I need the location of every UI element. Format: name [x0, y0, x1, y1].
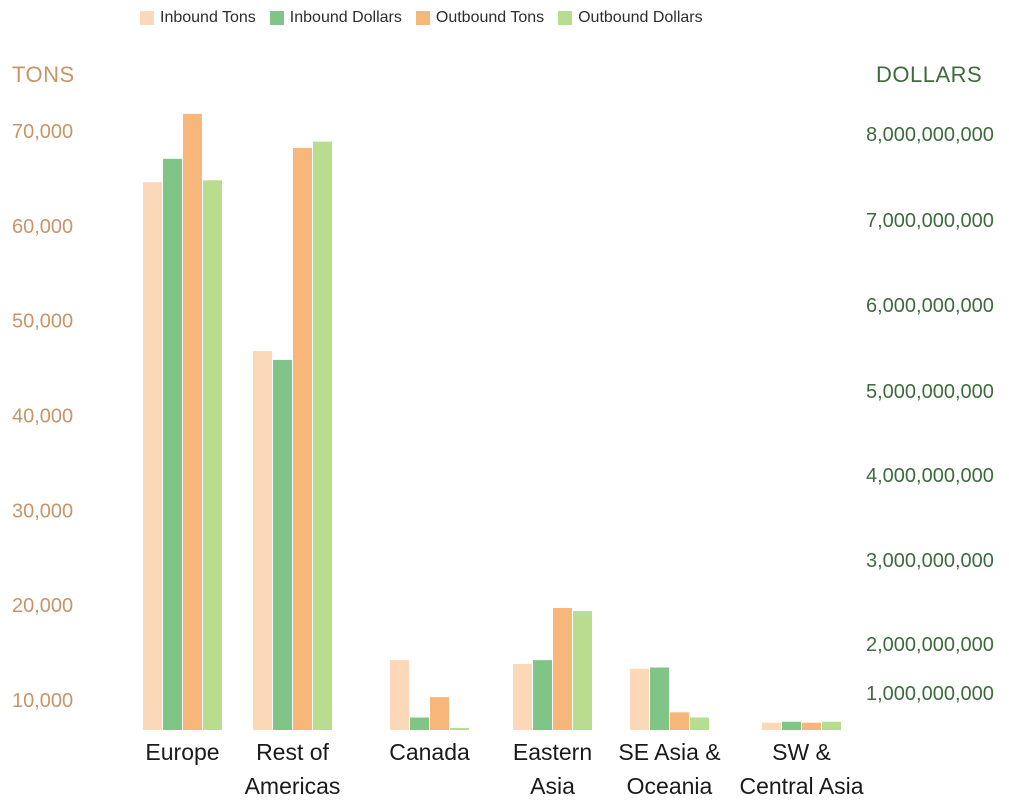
right-tick-label: 8,000,000,000 [866, 124, 994, 146]
bar [573, 611, 592, 730]
category-label: Rest of [256, 739, 329, 765]
legend-item: Inbound Dollars [269, 9, 402, 27]
category-label: Central Asia [739, 773, 863, 799]
category-label: Asia [530, 773, 575, 799]
bar [450, 728, 469, 730]
legend-swatch [140, 11, 154, 25]
legend-swatch [558, 11, 573, 25]
bar [313, 141, 332, 731]
right-tick-label: 2,000,000,000 [866, 634, 994, 656]
left-tick-label: 60,000 [12, 216, 73, 238]
legend-label: Outbound Tons [435, 9, 545, 26]
bar [273, 359, 292, 730]
bar [553, 607, 572, 730]
right-tick-label: 3,000,000,000 [866, 550, 994, 572]
bar [513, 663, 532, 730]
category-label: Oceania [627, 773, 713, 799]
left-axis-title: TONS [12, 62, 75, 87]
bar [203, 180, 222, 731]
category-label: Americas [245, 773, 341, 799]
right-axis-title: DOLLARS [876, 62, 983, 87]
bar [430, 697, 449, 730]
bar [630, 668, 649, 730]
bar [293, 148, 312, 731]
bar [410, 717, 429, 730]
right-tick-label: 5,000,000,000 [866, 381, 994, 403]
chart-legend: Inbound Tons Inbound Dollars Outbound Tons… [140, 9, 717, 27]
category-label: Europe [145, 739, 219, 765]
bar [822, 721, 841, 730]
right-tick-label: 6,000,000,000 [866, 295, 994, 317]
right-tick-label: 7,000,000,000 [866, 210, 994, 232]
bar [762, 722, 781, 730]
legend-swatch [269, 11, 284, 25]
left-tick-label: 40,000 [12, 406, 73, 428]
legend-item: Outbound Dollars [558, 9, 703, 27]
category-label: Eastern [513, 739, 592, 765]
bar [670, 712, 689, 730]
left-tick-label: 30,000 [12, 500, 73, 522]
bar [533, 660, 552, 730]
bar [650, 667, 669, 730]
left-tick-label: 50,000 [12, 311, 73, 333]
bar [782, 721, 801, 730]
category-label: SW & [772, 739, 831, 765]
right-tick-label: 4,000,000,000 [866, 465, 994, 487]
left-tick-label: 70,000 [12, 121, 73, 143]
legend-label: Inbound Dollars [289, 9, 402, 26]
category-label: Canada [389, 739, 470, 765]
legend-label: Outbound Dollars [578, 9, 703, 26]
left-tick-label: 10,000 [12, 690, 73, 712]
legend-label: Inbound Tons [160, 9, 256, 26]
bar [143, 182, 162, 731]
bar [390, 660, 409, 730]
legend-swatch [415, 11, 430, 25]
left-tick-label: 20,000 [12, 595, 73, 617]
legend-item: Inbound Tons [140, 9, 256, 27]
bar [690, 717, 709, 730]
bar [253, 350, 272, 730]
right-tick-label: 1,000,000,000 [866, 683, 994, 705]
legend-item: Outbound Tons [415, 9, 545, 27]
category-label: SE Asia & [618, 739, 720, 765]
bar [183, 113, 202, 730]
bar [163, 158, 182, 731]
bar [802, 722, 821, 730]
